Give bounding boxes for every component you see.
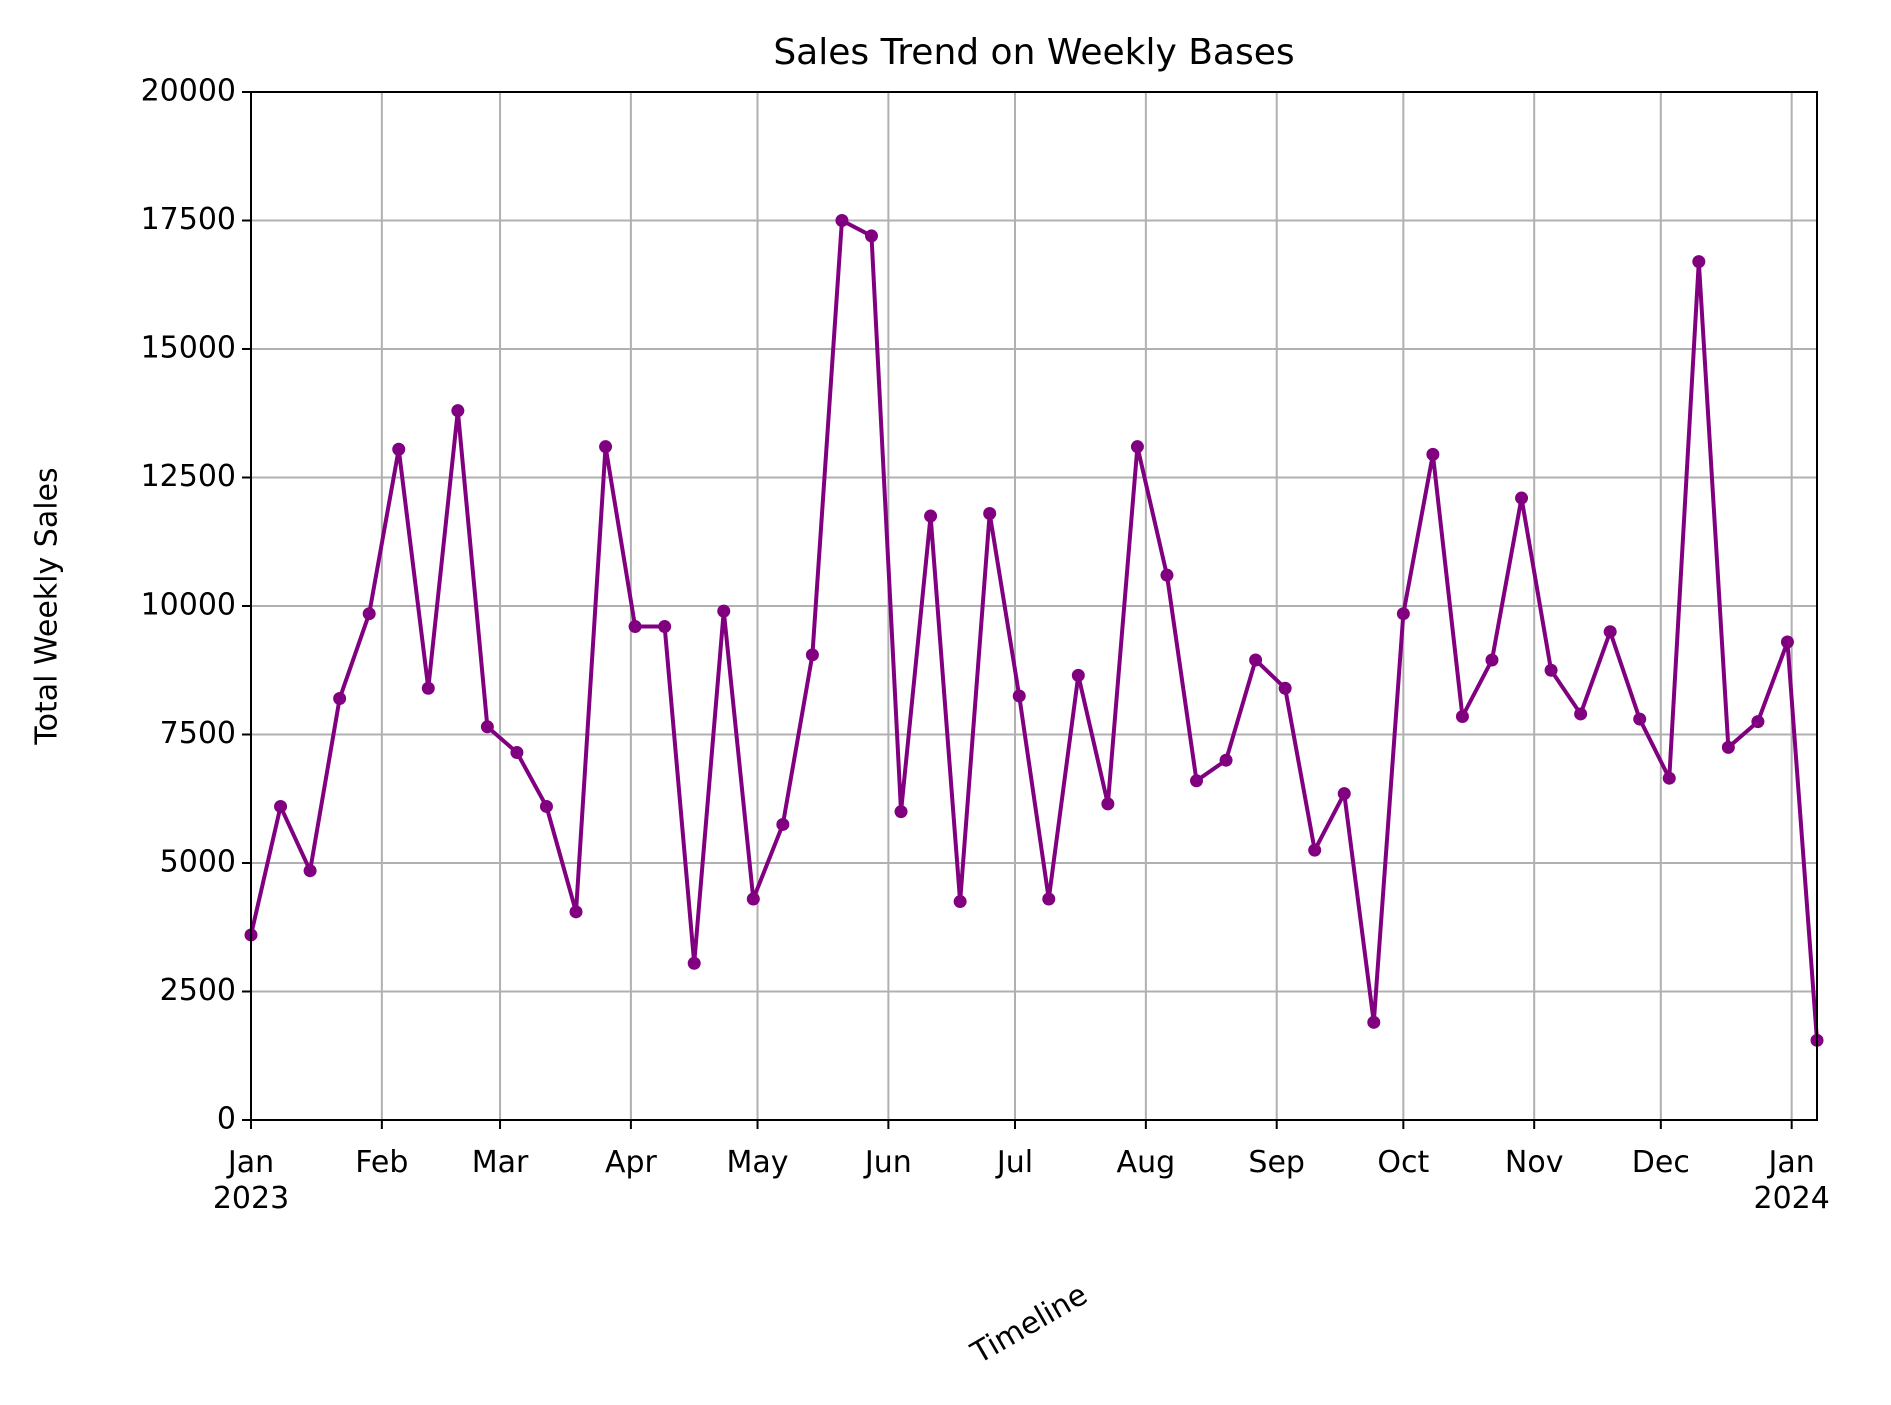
y-tick-label: 15000: [141, 331, 236, 366]
marker: [1367, 1015, 1381, 1029]
y-tick-label: 7500: [160, 716, 236, 751]
marker: [1721, 740, 1735, 754]
marker: [924, 509, 938, 523]
y-tick-label: 2500: [160, 973, 236, 1008]
marker: [362, 607, 376, 621]
marker: [953, 895, 967, 909]
x-tick-label: Jul: [995, 1145, 1033, 1180]
marker: [835, 214, 849, 227]
marker: [1751, 715, 1765, 729]
marker: [274, 799, 288, 813]
x-tick-label: May: [727, 1145, 789, 1180]
x-tick-label: Jun: [863, 1145, 912, 1180]
marker: [864, 229, 878, 243]
marker: [303, 864, 317, 878]
y-tick-label: 17500: [141, 202, 236, 237]
marker: [628, 620, 642, 634]
x-tick-label: Apr: [605, 1145, 658, 1180]
y-tick-label: 10000: [141, 588, 236, 623]
x-tick-label: Nov: [1505, 1145, 1564, 1180]
marker: [1190, 774, 1204, 788]
marker: [1633, 712, 1647, 726]
marker: [746, 892, 760, 906]
marker: [421, 681, 435, 695]
marker: [1515, 491, 1529, 505]
marker: [539, 799, 553, 813]
marker: [1574, 707, 1588, 721]
y-tick-label: 20000: [141, 74, 236, 109]
marker: [1042, 892, 1056, 906]
marker: [983, 506, 997, 520]
x-tick-label: Dec: [1632, 1145, 1690, 1180]
marker: [1426, 447, 1440, 461]
line: [249, 218, 1819, 1041]
marker: [1249, 653, 1263, 667]
marker: [717, 604, 731, 618]
marker: [510, 745, 524, 759]
marker: [1071, 668, 1085, 682]
x-tick-label: Feb: [355, 1145, 408, 1180]
marker: [658, 620, 672, 634]
marker: [894, 805, 908, 819]
marker: [569, 905, 583, 919]
x-tick-label: Aug: [1117, 1145, 1176, 1180]
marker: [1219, 753, 1233, 767]
marker: [1455, 710, 1469, 724]
marker: [599, 440, 613, 454]
marker: [1337, 787, 1351, 801]
marker: [1544, 663, 1558, 677]
plot-frame: [250, 91, 1818, 1121]
marker: [1130, 440, 1144, 454]
y-axis-label: Total Weekly Sales: [30, 467, 65, 745]
marker: [1692, 255, 1706, 269]
marker: [1396, 607, 1410, 621]
y-tick-label: 5000: [160, 845, 236, 880]
marker: [1308, 843, 1322, 857]
marker: [1160, 568, 1174, 582]
x-axis-label: Timeline: [965, 1277, 1094, 1372]
x-tick-label: Sep: [1248, 1145, 1305, 1180]
marker: [776, 817, 790, 831]
x-tick-label: Jan 2023: [213, 1145, 289, 1216]
marker: [1603, 625, 1617, 639]
marker: [1278, 681, 1292, 695]
chart-title: Sales Trend on Weekly Bases: [773, 32, 1294, 73]
marker: [1012, 689, 1026, 703]
marker: [451, 404, 465, 418]
marker: [333, 692, 347, 706]
marker: [392, 442, 406, 456]
marker: [1662, 771, 1676, 785]
marker: [1101, 797, 1115, 811]
x-tick-label: Jan 2024: [1753, 1145, 1829, 1216]
marker: [1780, 635, 1794, 649]
x-tick-label: Oct: [1377, 1145, 1429, 1180]
marker: [480, 720, 494, 734]
y-tick-label: 12500: [141, 459, 236, 494]
y-tick-label: 0: [217, 1102, 236, 1137]
x-tick-label: Mar: [472, 1145, 529, 1180]
marker: [805, 648, 819, 662]
marker: [687, 956, 701, 970]
marker: [1485, 653, 1499, 667]
